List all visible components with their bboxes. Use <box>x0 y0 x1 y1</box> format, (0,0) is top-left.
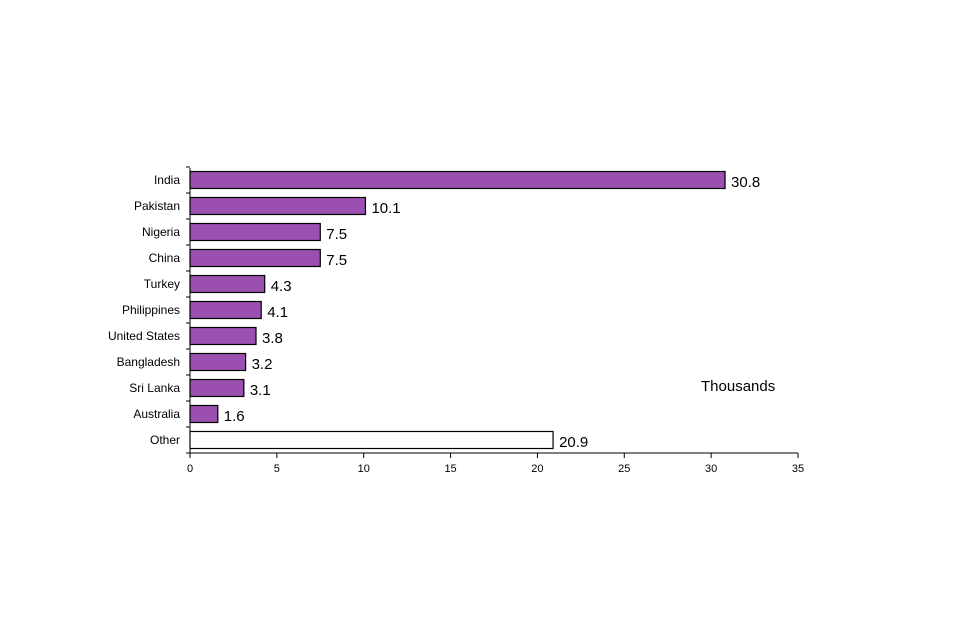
value-label-sri-lanka: 3.1 <box>250 382 271 399</box>
value-label-other: 20.9 <box>559 434 588 451</box>
category-labels: India Pakistan Nigeria China Turkey Philippin… <box>108 173 180 447</box>
bar-pakistan <box>189 196 367 216</box>
category-label-china: China <box>149 251 181 265</box>
x-tick-label: 5 <box>274 463 280 475</box>
value-label-china: 7.5 <box>326 252 347 269</box>
bar-turkey <box>189 274 266 294</box>
bar-bangladesh <box>189 352 247 372</box>
bar-australia <box>189 404 219 424</box>
x-tick-label: 20 <box>531 463 543 475</box>
category-label-turkey: Turkey <box>144 277 180 291</box>
bar-nigeria <box>189 222 321 242</box>
value-labels: 30.8 10.1 7.5 7.5 4.3 4.1 3.8 3.2 3.1 1.6 20.9 <box>224 174 760 451</box>
bar-sri-lanka <box>189 378 245 398</box>
x-axis-ticks: 0 5 10 15 20 25 30 35 <box>186 166 804 475</box>
value-label-turkey: 4.3 <box>271 278 292 295</box>
value-label-philippines: 4.1 <box>267 304 288 321</box>
value-label-australia: 1.6 <box>224 408 245 425</box>
bar-china <box>189 248 321 268</box>
x-tick-label: 15 <box>444 463 456 475</box>
category-label-india: India <box>154 173 180 187</box>
value-label-united-states: 3.8 <box>262 330 283 347</box>
bar-philippines <box>189 300 262 320</box>
value-label-pakistan: 10.1 <box>371 200 400 217</box>
x-tick-label: 10 <box>358 463 370 475</box>
category-label-bangladesh: Bangladesh <box>117 355 180 369</box>
value-label-bangladesh: 3.2 <box>252 356 273 373</box>
category-label-australia: Australia <box>133 407 180 421</box>
x-tick-label: 30 <box>705 463 717 475</box>
value-label-india: 30.8 <box>731 174 760 191</box>
category-label-sri-lanka: Sri Lanka <box>129 381 180 395</box>
category-label-united-states: United States <box>108 329 180 343</box>
category-label-pakistan: Pakistan <box>134 199 180 213</box>
value-label-nigeria: 7.5 <box>326 226 347 243</box>
category-label-philippines: Philippines <box>122 303 180 317</box>
x-tick-label: 35 <box>792 463 804 475</box>
bar-united-states <box>189 326 257 346</box>
unit-label: Thousands <box>701 378 775 395</box>
x-tick-label: 25 <box>618 463 630 475</box>
category-label-other: Other <box>150 433 180 447</box>
bar-india <box>189 170 726 190</box>
bar-other <box>189 430 554 450</box>
category-label-nigeria: Nigeria <box>142 225 180 239</box>
x-tick-label: 0 <box>187 463 193 475</box>
